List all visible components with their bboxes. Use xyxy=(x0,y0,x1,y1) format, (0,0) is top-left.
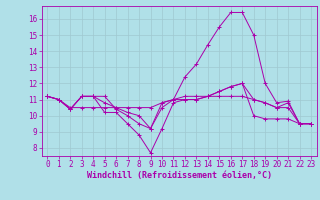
X-axis label: Windchill (Refroidissement éolien,°C): Windchill (Refroidissement éolien,°C) xyxy=(87,171,272,180)
